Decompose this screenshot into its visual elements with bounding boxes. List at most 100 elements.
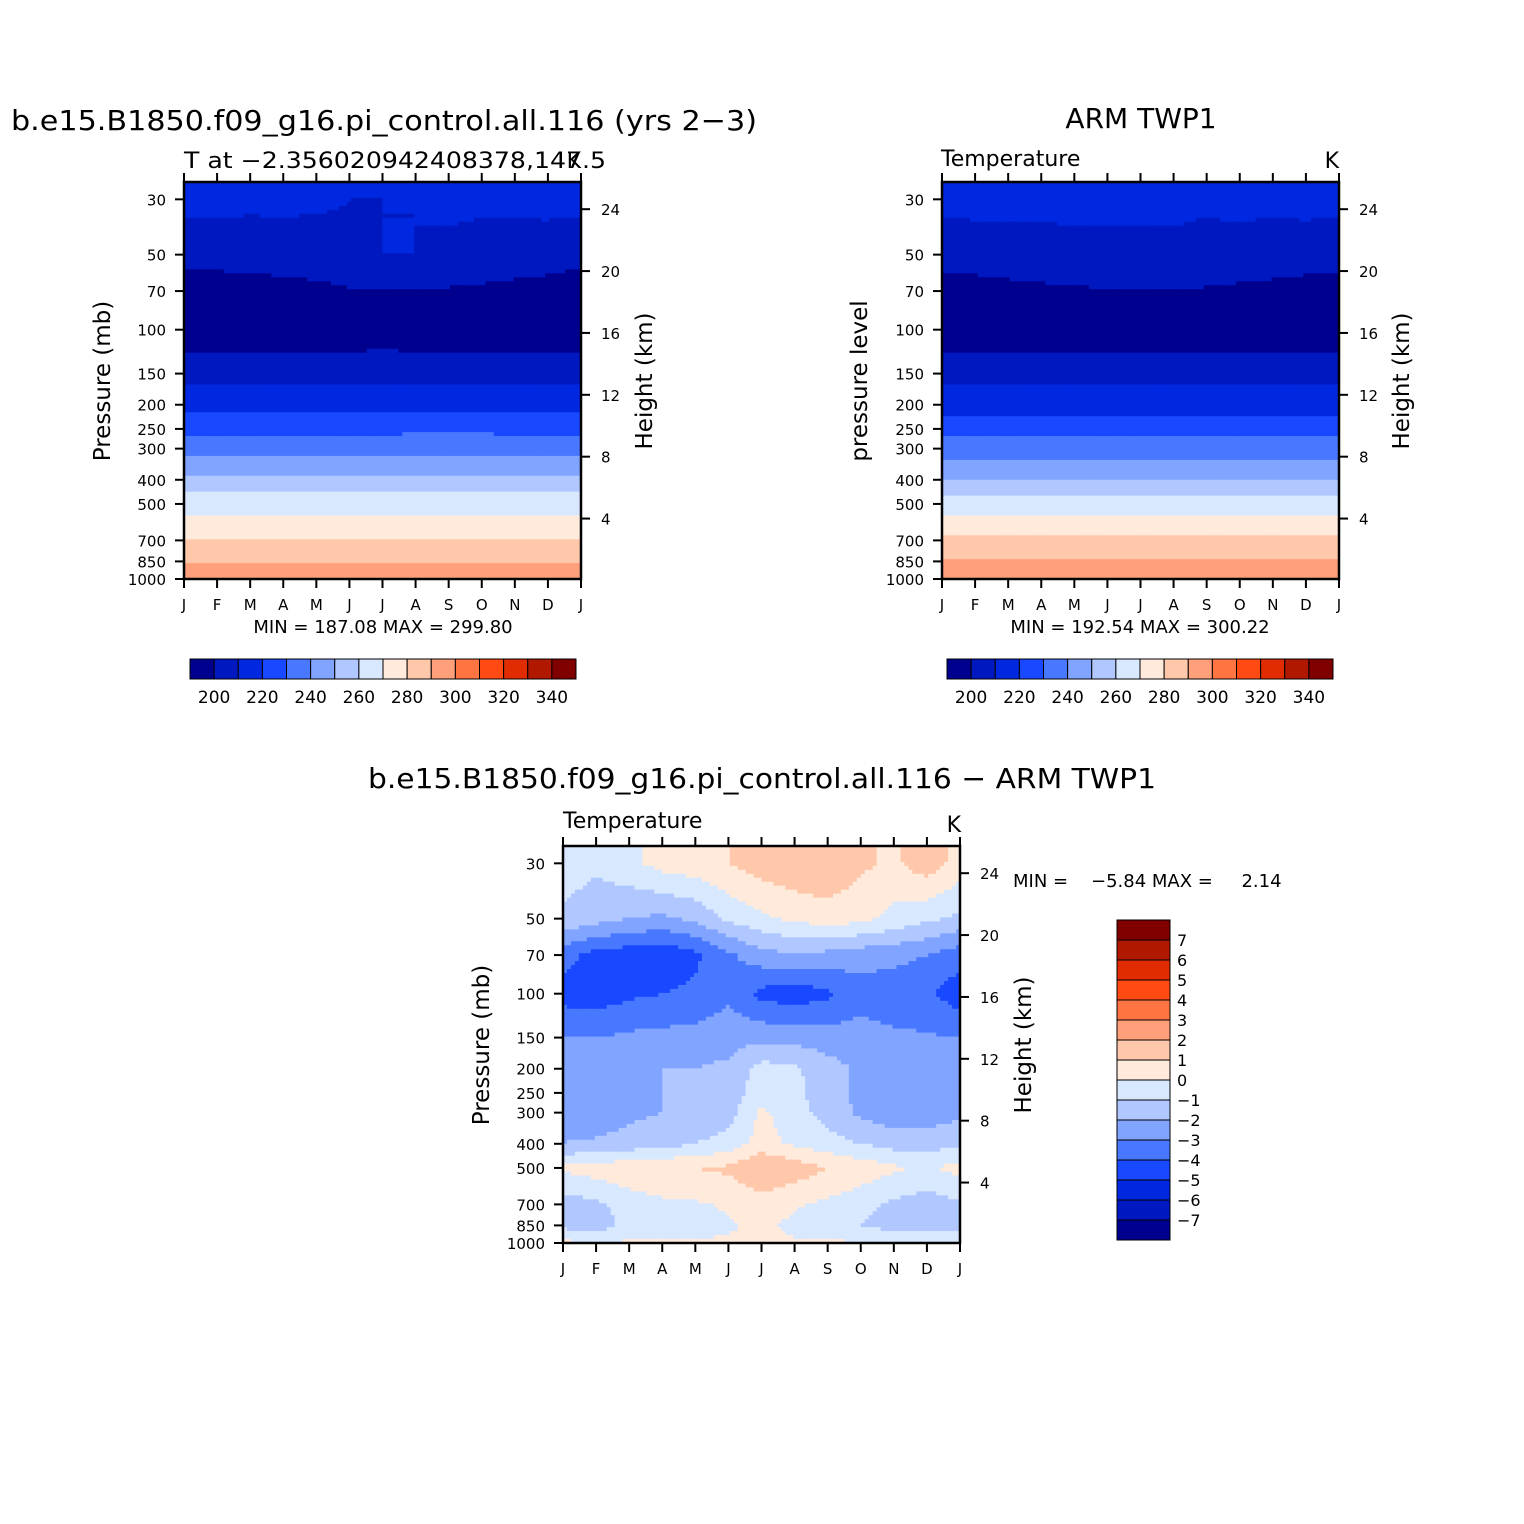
contour-cell: [426, 273, 431, 278]
contour-cell: [457, 324, 463, 330]
contour-cell: [247, 241, 253, 247]
contour-cell: [517, 205, 523, 211]
contour-cell: [350, 205, 356, 211]
contour-cell: [521, 364, 527, 370]
contour-cell: [330, 233, 336, 239]
contour-cell: [398, 249, 403, 255]
contour-cell: [350, 213, 356, 219]
contour-cell: [338, 324, 344, 330]
contour-cell: [271, 182, 276, 187]
contour-cell: [243, 245, 249, 251]
contour-cell: [330, 213, 336, 219]
contour-cell: [184, 356, 189, 362]
contour-cell: [529, 305, 534, 310]
contour-cell: [446, 368, 451, 374]
contour-cell: [517, 257, 523, 262]
contour-cell: [477, 305, 483, 310]
contour-cell: [386, 269, 392, 274]
contour-cell: [406, 249, 411, 255]
contour-cell: [465, 360, 471, 366]
contour-cell: [449, 277, 455, 282]
contour-cell: [346, 328, 352, 334]
contour-cell: [370, 273, 376, 278]
contour-cell: [318, 316, 324, 322]
contour-cell: [362, 332, 368, 338]
contour-cell: [287, 293, 292, 298]
contour-cell: [414, 241, 419, 247]
contour-cell: [223, 257, 229, 262]
contour-cell: [219, 217, 225, 223]
contour-cell: [207, 213, 213, 219]
contour-cell: [406, 360, 411, 366]
contour-cell: [414, 313, 419, 318]
contour-cell: [350, 344, 356, 350]
contour-cell: [370, 336, 376, 342]
contour-cell: [569, 189, 574, 195]
contour-cell: [263, 376, 268, 382]
contour-cell: [199, 205, 205, 211]
contour-cell: [247, 348, 253, 354]
contour-cell: [489, 344, 495, 350]
contour-cell: [517, 221, 523, 227]
contour-cell: [414, 372, 419, 378]
contour-cell: [211, 201, 217, 207]
contour-cell: [521, 316, 527, 322]
contour-cell: [414, 197, 419, 203]
contour-cell: [533, 364, 538, 370]
contour-cell: [382, 376, 388, 382]
contour-cell: [529, 340, 534, 346]
contour-cell: [406, 229, 411, 235]
contour-cell: [219, 225, 225, 231]
contour-cell: [263, 273, 268, 278]
contour-cell: [299, 277, 304, 282]
contour-cell: [493, 352, 499, 358]
contour-cell: [211, 336, 217, 342]
contour-cell: [291, 360, 296, 366]
contour-cell: [303, 217, 308, 223]
contour-cell: [390, 356, 396, 362]
contour-cell: [533, 205, 538, 211]
contour-cell: [271, 356, 276, 362]
contour-cell: [362, 376, 368, 382]
contour-cell: [549, 281, 554, 286]
contour-cell: [573, 245, 578, 251]
contour-cell: [227, 225, 233, 231]
contour-cell: [569, 281, 574, 286]
contour-cell: [199, 281, 205, 286]
contour-cell: [346, 221, 352, 227]
contour-cell: [509, 376, 515, 382]
contour-cell: [342, 253, 348, 259]
contour-cell: [247, 189, 253, 195]
contour-cell: [505, 364, 511, 370]
contour-cell: [184, 241, 189, 247]
contour-cell: [334, 285, 340, 290]
contour-cell: [485, 185, 491, 191]
contour-cell: [426, 185, 431, 191]
contour-cell: [187, 201, 193, 207]
contour-cell: [533, 332, 538, 338]
contour-cell: [414, 348, 419, 354]
contour-cell: [338, 316, 344, 322]
contour-cell: [191, 213, 197, 219]
contour-cell: [457, 297, 463, 302]
contour-cell: [533, 372, 538, 378]
contour-cell: [501, 197, 507, 203]
contour-cell: [426, 265, 431, 270]
contour-cell: [307, 297, 312, 302]
contour-cell: [350, 229, 356, 235]
contour-cell: [549, 344, 554, 350]
contour-cell: [279, 356, 284, 362]
contour-cell: [362, 257, 368, 262]
contour-cell: [453, 193, 459, 199]
contour-cell: [410, 340, 415, 346]
contour-cell: [430, 221, 435, 227]
contour-cell: [386, 182, 392, 187]
contour-cell: [426, 344, 431, 350]
contour-cell: [461, 277, 467, 282]
contour-cell: [533, 297, 538, 302]
contour-cell: [370, 237, 376, 243]
contour-cell: [561, 372, 566, 378]
contour-cell: [346, 197, 352, 203]
contour-cell: [422, 364, 427, 370]
contour-cell: [390, 197, 396, 203]
